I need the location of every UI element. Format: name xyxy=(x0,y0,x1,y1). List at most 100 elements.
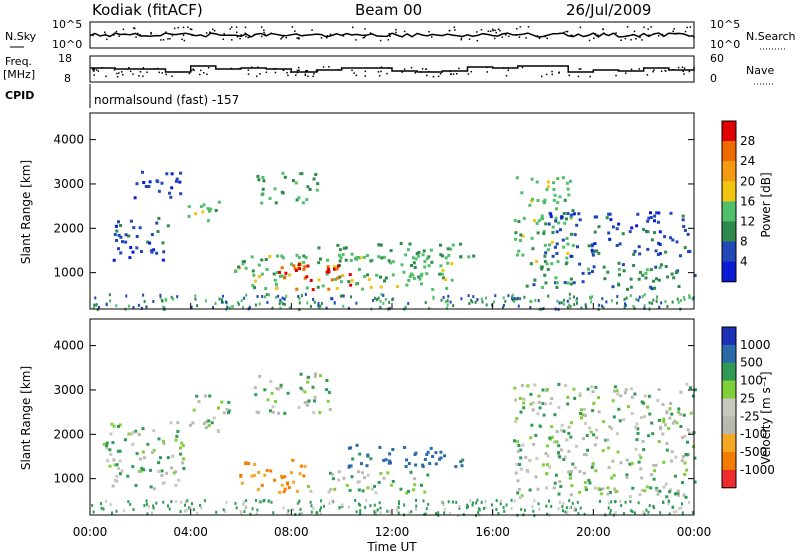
heatmap-cell xyxy=(446,303,449,307)
heatmap-cell xyxy=(118,449,122,453)
heatmap-cell xyxy=(502,303,505,307)
heatmap-cell xyxy=(201,210,205,214)
nave-dot xyxy=(165,73,167,76)
heatmap-cell xyxy=(298,499,301,503)
colorbar-tick-label: -1000 xyxy=(740,463,775,477)
heatmap-cell xyxy=(177,478,181,482)
heatmap-cell xyxy=(653,286,657,290)
heatmap-cell xyxy=(157,216,161,220)
heatmap-cell xyxy=(663,235,667,239)
noise-dot xyxy=(355,39,357,41)
heatmap-cell xyxy=(637,245,641,249)
heatmap-cell xyxy=(679,412,683,416)
heatmap-cell xyxy=(220,300,223,304)
nave-dot xyxy=(161,72,163,74)
heatmap-cell xyxy=(317,304,320,308)
heatmap-cell xyxy=(521,234,525,238)
heatmap-cell xyxy=(250,474,254,478)
heatmap-cell xyxy=(653,219,656,223)
nave-dot xyxy=(428,70,430,73)
heatmap-cell xyxy=(319,512,322,516)
heatmap-cell xyxy=(608,212,612,216)
date-title: 26/Jul/2009 xyxy=(566,1,651,19)
heatmap-cell xyxy=(292,264,296,268)
heatmap-cell xyxy=(254,279,257,283)
heatmap-cell xyxy=(517,444,521,447)
heatmap-cell xyxy=(350,475,354,479)
heatmap-cell xyxy=(135,235,139,238)
nave-dot xyxy=(200,69,202,72)
heatmap-cell xyxy=(657,241,660,245)
heatmap-cell xyxy=(578,392,582,396)
heatmap-cell xyxy=(537,394,541,398)
heatmap-cell xyxy=(659,263,663,267)
heatmap-cell xyxy=(593,215,597,219)
heatmap-cell xyxy=(650,238,654,242)
x-tick-label: 16:00 xyxy=(475,525,510,539)
noise-dot xyxy=(454,29,456,31)
heatmap-cell xyxy=(520,494,524,498)
heatmap-cell xyxy=(635,438,639,442)
noise-dot xyxy=(631,34,634,36)
heatmap-cell xyxy=(222,508,225,512)
heatmap-cell xyxy=(604,438,608,442)
noise-dot xyxy=(369,32,372,34)
heatmap-cell xyxy=(102,442,106,446)
nave-dot xyxy=(139,71,142,73)
noise-dot xyxy=(620,39,622,41)
nave-dot xyxy=(456,73,458,75)
heatmap-cell xyxy=(218,297,221,301)
nave-dot xyxy=(401,71,403,73)
heatmap-cell xyxy=(630,509,633,513)
heatmap-cell xyxy=(157,437,161,441)
heatmap-cell xyxy=(131,442,135,446)
heatmap-cell xyxy=(649,285,653,289)
heatmap-cell xyxy=(532,442,536,446)
heatmap-cell xyxy=(119,472,122,476)
nave-dot xyxy=(298,69,300,71)
heatmap-cell xyxy=(557,507,560,511)
heatmap-cell xyxy=(550,504,553,508)
heatmap-cell xyxy=(287,509,290,513)
heatmap-cell xyxy=(370,487,374,491)
station-title: Kodiak (fitACF) xyxy=(92,1,203,19)
noise-dot xyxy=(460,37,463,40)
heatmap-cell xyxy=(573,295,575,299)
heatmap-cell xyxy=(638,252,642,256)
heatmap-cell xyxy=(252,273,256,277)
heatmap-cell xyxy=(129,246,133,249)
heatmap-cell xyxy=(529,402,533,406)
heatmap-cell xyxy=(391,448,395,451)
heatmap-cell xyxy=(165,471,169,475)
noise-dot xyxy=(182,34,185,37)
heatmap-cell xyxy=(654,249,658,253)
heatmap-cell xyxy=(671,505,674,509)
heatmap-cell xyxy=(670,450,674,454)
heatmap-cell xyxy=(587,267,590,271)
heatmap-cell xyxy=(399,487,403,491)
heatmap-cell xyxy=(141,450,145,454)
heatmap-cell xyxy=(338,248,342,252)
heatmap-cell xyxy=(327,390,331,394)
heatmap-cell xyxy=(460,297,463,301)
heatmap-cell xyxy=(675,421,679,425)
heatmap-cell xyxy=(257,275,261,279)
heatmap-cell xyxy=(286,391,290,395)
heatmap-cell xyxy=(514,420,518,424)
heatmap-cell xyxy=(423,457,427,461)
heatmap-cell xyxy=(658,305,661,309)
heatmap-cell xyxy=(642,228,646,231)
heatmap-cell xyxy=(391,260,395,264)
heatmap-cell xyxy=(514,471,518,475)
heatmap-cell xyxy=(425,453,429,456)
heatmap-cell xyxy=(624,388,628,392)
heatmap-cell xyxy=(414,257,418,261)
heatmap-cell xyxy=(664,300,667,303)
heatmap-cell xyxy=(513,300,516,304)
heatmap-cell xyxy=(150,233,154,237)
heatmap-cell xyxy=(440,272,444,276)
heatmap-cell xyxy=(612,389,616,393)
heatmap-cell xyxy=(581,413,585,417)
heatmap-cell xyxy=(407,489,410,493)
heatmap-cell xyxy=(140,466,144,470)
